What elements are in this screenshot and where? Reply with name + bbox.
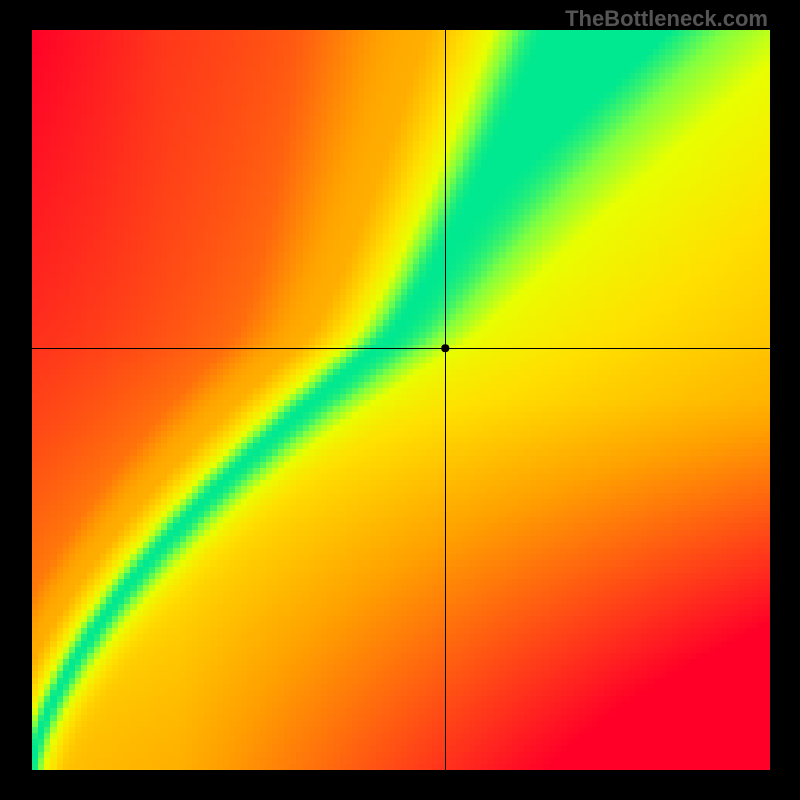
bottleneck-heatmap [32, 30, 770, 770]
watermark-text: TheBottleneck.com [565, 6, 768, 32]
